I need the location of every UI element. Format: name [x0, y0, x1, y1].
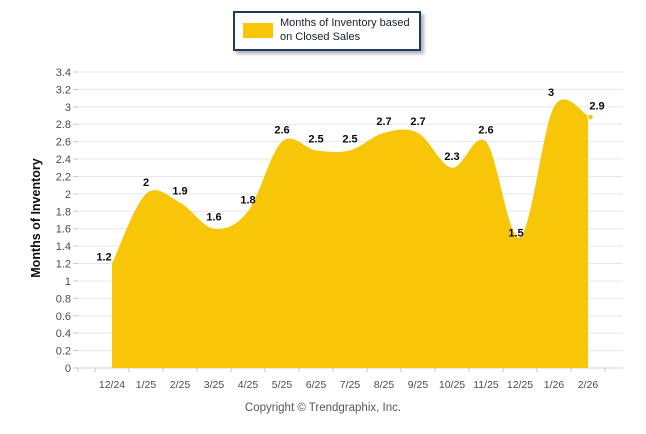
x-tick-label: 3/25 — [204, 379, 225, 391]
x-tick-label: 4/25 — [238, 379, 259, 391]
x-tick-label: 2/25 — [170, 379, 191, 391]
x-tick-label: 7/25 — [340, 379, 361, 391]
legend-swatch-icon — [243, 23, 273, 39]
y-tick-label: 3 — [65, 102, 71, 114]
y-tick-label: 2.2 — [56, 171, 71, 183]
y-tick-label: 0.2 — [56, 346, 71, 358]
data-label: 1.5 — [508, 227, 523, 239]
x-tick-label: 2/26 — [578, 379, 599, 391]
y-tick-label: 0.8 — [56, 293, 71, 305]
data-label: 2.5 — [308, 133, 323, 145]
y-tick-label: 2.6 — [56, 137, 71, 149]
data-label: 2.5 — [342, 133, 357, 145]
y-tick-label: 0 — [65, 363, 71, 375]
area-series — [112, 99, 588, 368]
y-tick-label: 1.8 — [56, 206, 71, 218]
x-tick-label: 8/25 — [374, 379, 395, 391]
end-point-marker — [587, 113, 594, 121]
data-label: 2.3 — [444, 151, 459, 163]
data-label: 1.9 — [172, 186, 187, 198]
x-tick-label: 9/25 — [408, 379, 429, 391]
y-tick-label: 3.4 — [56, 67, 71, 79]
y-tick-label: 2.4 — [56, 154, 71, 166]
data-label: 1.6 — [206, 212, 221, 224]
y-tick-label: 3.2 — [56, 84, 71, 96]
y-tick-label: 1.4 — [56, 241, 71, 253]
data-label: 3 — [548, 87, 554, 99]
x-tick-label: 6/25 — [306, 379, 327, 391]
data-label: 2.7 — [410, 116, 425, 128]
y-tick-label: 2.8 — [56, 119, 71, 131]
y-tick-label: 1.6 — [56, 224, 71, 236]
x-tick-label: 12/25 — [507, 379, 533, 391]
x-tick-label: 10/25 — [439, 379, 465, 391]
x-tick-label: 1/25 — [136, 379, 157, 391]
data-label: 1.8 — [240, 194, 255, 206]
data-label: 2 — [143, 177, 149, 189]
y-tick-label: 0.6 — [56, 311, 71, 323]
x-tick-label: 11/25 — [473, 379, 499, 391]
x-tick-label: 12/24 — [99, 379, 125, 391]
data-label: 2.7 — [376, 116, 391, 128]
y-tick-label: 0.4 — [56, 328, 71, 340]
y-tick-label: 1 — [65, 276, 71, 288]
x-tick-label: 1/26 — [544, 379, 565, 391]
data-label: 1.2 — [96, 252, 111, 264]
x-tick-label: 5/25 — [272, 379, 293, 391]
legend-label: Months of Inventory based on Closed Sale… — [280, 17, 410, 43]
data-label: 2.6 — [478, 125, 493, 137]
data-label: 2.9 — [589, 101, 604, 113]
data-label: 2.6 — [274, 125, 289, 137]
y-tick-label: 2 — [65, 189, 71, 201]
copyright-text: Copyright © Trendgraphix, Inc. — [244, 402, 402, 414]
legend: Months of Inventory based on Closed Sale… — [233, 11, 421, 51]
y-tick-label: 1.2 — [56, 259, 71, 271]
